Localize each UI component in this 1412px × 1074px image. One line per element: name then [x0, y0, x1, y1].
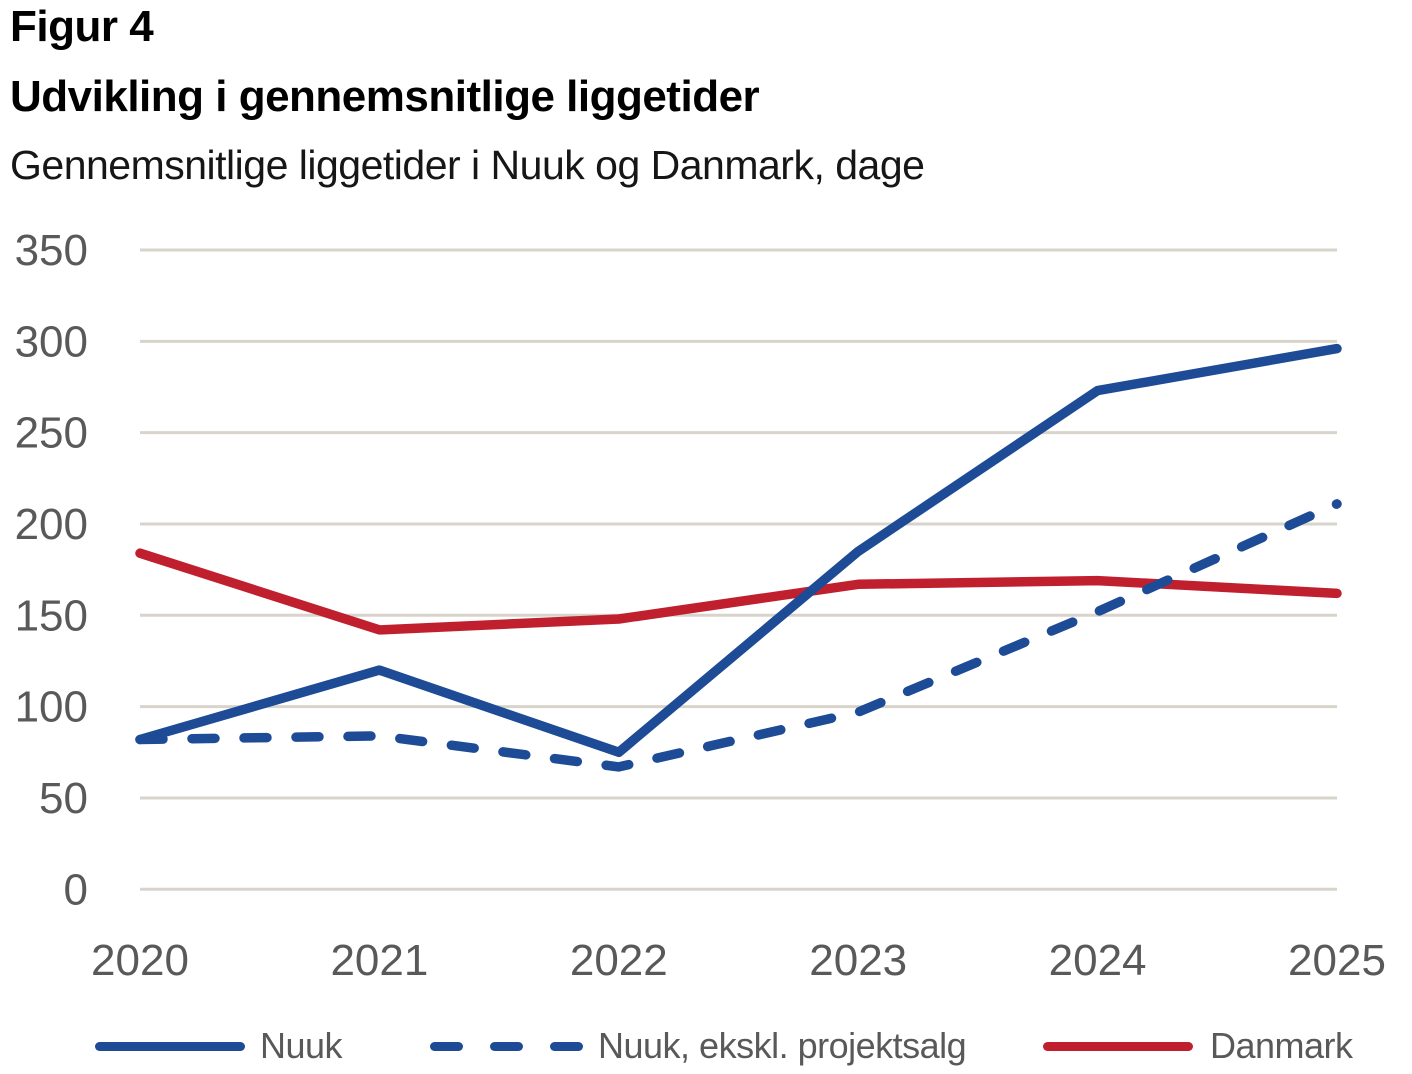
- legend-label-nuuk-ekskl-projektsalg: Nuuk, ekskl. projektsalg: [598, 1025, 967, 1066]
- y-tick-label-200: 200: [15, 500, 88, 549]
- y-tick-label-0: 0: [64, 865, 88, 914]
- series-line-danmark: [135, 548, 1342, 635]
- x-tick-label-2022: 2022: [570, 936, 668, 985]
- x-tick-label-2025: 2025: [1288, 936, 1386, 985]
- legend-swatch-nuuk-ekskl-dash: [430, 1042, 463, 1051]
- gridlines: [140, 248, 1337, 891]
- x-tick-label-2021: 2021: [330, 936, 428, 985]
- y-tick-label-300: 300: [15, 317, 88, 366]
- legend-swatch-danmark-line: [1043, 1042, 1193, 1051]
- y-axis-tick-labels: 0 50 100 150 200 250 300 350: [15, 226, 88, 914]
- y-tick-label-50: 50: [39, 774, 88, 823]
- figure-label: Figur 4: [10, 2, 154, 51]
- x-tick-label-2024: 2024: [1049, 936, 1147, 985]
- y-tick-label-350: 350: [15, 226, 88, 275]
- y-tick-label-150: 150: [15, 591, 88, 640]
- chart-legend: Nuuk Nuuk, ekskl. projektsalg Danmark: [0, 1024, 1412, 1072]
- y-tick-label-100: 100: [15, 683, 88, 732]
- legend-label-danmark: Danmark: [1210, 1025, 1353, 1066]
- y-tick-label-250: 250: [15, 409, 88, 458]
- x-axis-tick-labels: 2020 2021 2022 2023 2024 2025: [91, 936, 1386, 985]
- chart-title: Udvikling i gennemsnitlige liggetider: [10, 72, 760, 121]
- series-line-nuuk: [135, 343, 1342, 758]
- series-line-nuuk-ekskl-projektsalg: [135, 499, 1342, 772]
- x-tick-label-2023: 2023: [809, 936, 907, 985]
- legend-swatch-nuuk-solid-line: [95, 1042, 245, 1051]
- x-tick-label-2020: 2020: [91, 936, 189, 985]
- chart-subtitle: Gennemsnitlige liggetider i Nuuk og Danm…: [10, 142, 925, 188]
- legend-swatch-nuuk-ekskl-dash: [490, 1042, 523, 1051]
- legend-swatch-nuuk-ekskl-dash: [550, 1042, 583, 1051]
- legend-label-nuuk: Nuuk: [260, 1025, 343, 1066]
